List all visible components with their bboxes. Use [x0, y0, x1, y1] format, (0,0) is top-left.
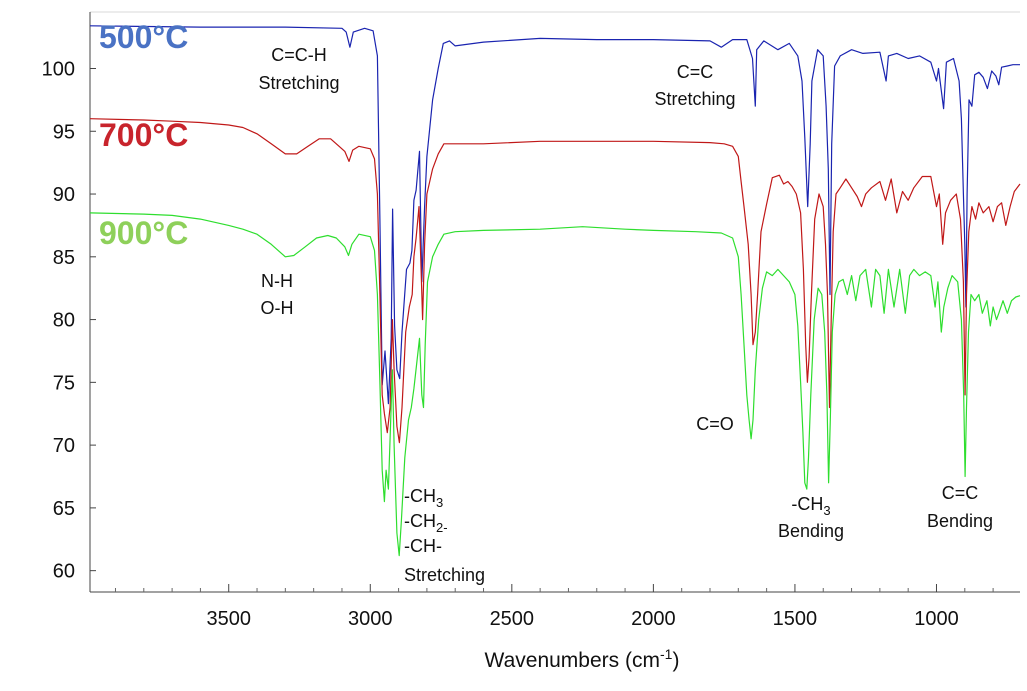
annotation-text: C=O [696, 414, 734, 434]
annotation-text: Bending [778, 521, 844, 541]
x-tick-label: 1500 [773, 608, 818, 630]
y-tick-label: 80 [53, 310, 75, 332]
x-tick-label: 2500 [490, 608, 535, 630]
annotation-text: -CH3 [404, 486, 443, 510]
x-axis-ticks: 3500 3000 2500 2000 1500 1000 [206, 584, 959, 630]
annotation-text: -CH2- [404, 511, 448, 535]
annotation-text: Stretching [404, 565, 485, 585]
y-tick-label: 85 [53, 247, 75, 269]
annotation-text: O-H [261, 298, 294, 318]
annotation-text: Stretching [258, 73, 339, 93]
y-tick-label: 90 [53, 184, 75, 206]
series-line-0 [89, 25, 1020, 405]
annotation-text: -CH3 [791, 494, 830, 518]
legend: 500°C 700°C 900°C [99, 19, 188, 251]
y-tick-label: 100 [42, 58, 75, 80]
annotation-text: C=C [677, 62, 714, 82]
annotation-text: C=C-H [271, 45, 327, 65]
legend-label: 900°C [99, 215, 188, 251]
y-axis-ticks: 60 65 70 75 80 85 90 95 100 [42, 58, 96, 583]
annotation-text: Bending [927, 511, 993, 531]
annotations: C=C-HStretchingC=CStretchingN-HO-H-CH3-C… [258, 45, 993, 585]
x-tick-label: 2000 [631, 608, 676, 630]
annotation-text: N-H [261, 271, 293, 291]
series-line-1 [89, 118, 1021, 444]
y-tick-label: 75 [53, 372, 75, 394]
x-tick-label: 3000 [348, 608, 393, 630]
annotation-text: Stretching [654, 89, 735, 109]
x-minor-ticks [114, 588, 994, 592]
annotation-text: C=C [942, 483, 979, 503]
annotation-text: -CH- [404, 536, 442, 556]
y-tick-label: 95 [53, 121, 75, 143]
y-tick-label: 65 [53, 498, 75, 520]
series-group [89, 25, 1021, 557]
legend-label: 700°C [99, 117, 188, 153]
x-tick-label: 1000 [914, 608, 959, 630]
series-line-2 [89, 212, 1021, 557]
legend-label: 500°C [99, 19, 188, 55]
y-tick-label: 60 [53, 561, 75, 583]
x-tick-label: 3500 [206, 608, 251, 630]
y-tick-label: 70 [53, 435, 75, 457]
x-axis-title: Wavenumbers (cm-1) [485, 646, 680, 672]
